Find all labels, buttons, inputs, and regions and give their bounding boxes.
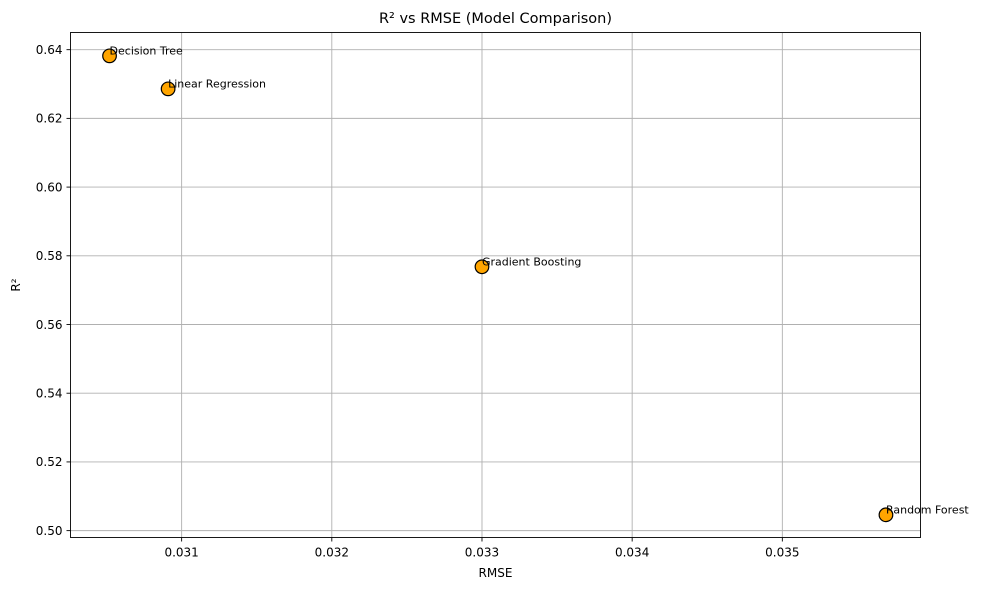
data-points: Decision Tree Linear Regression Gradient B… [102, 44, 969, 523]
x-axis-label: RMSE [479, 566, 513, 580]
data-point [102, 48, 117, 64]
chart-title: R² vs RMSE (Model Comparison) [379, 11, 612, 27]
y-tick-label: 0.54 [36, 387, 63, 401]
point-label: Linear Regression [168, 77, 266, 90]
x-tick-label: 0.031 [164, 546, 198, 560]
y-tick-label: 0.62 [36, 112, 63, 126]
data-point [160, 81, 176, 97]
data-point [474, 259, 490, 275]
point-label: Gradient Boosting [482, 255, 581, 268]
y-axis-label: R² [9, 278, 23, 291]
point-label: Random Forest [886, 503, 969, 516]
x-tick-label: 0.035 [765, 546, 799, 560]
y-tick-label: 0.58 [36, 249, 63, 263]
y-tick-label: 0.52 [36, 455, 63, 469]
y-tick-label: 0.50 [36, 524, 63, 538]
x-tick-label: 0.034 [615, 546, 649, 560]
x-tick-label: 0.032 [315, 546, 349, 560]
point-label: Decision Tree [110, 44, 183, 57]
plot-frame [70, 32, 921, 538]
axis-ticks: 0.031 0.032 0.033 0.034 0.035 0.50 0.52 0.54 0.5… [36, 43, 800, 560]
y-tick-label: 0.60 [36, 180, 63, 194]
y-tick-label: 0.64 [36, 43, 63, 57]
y-tick-label: 0.56 [36, 318, 63, 332]
grid-lines [70, 32, 921, 538]
data-point [878, 507, 894, 523]
x-tick-label: 0.033 [465, 546, 499, 560]
